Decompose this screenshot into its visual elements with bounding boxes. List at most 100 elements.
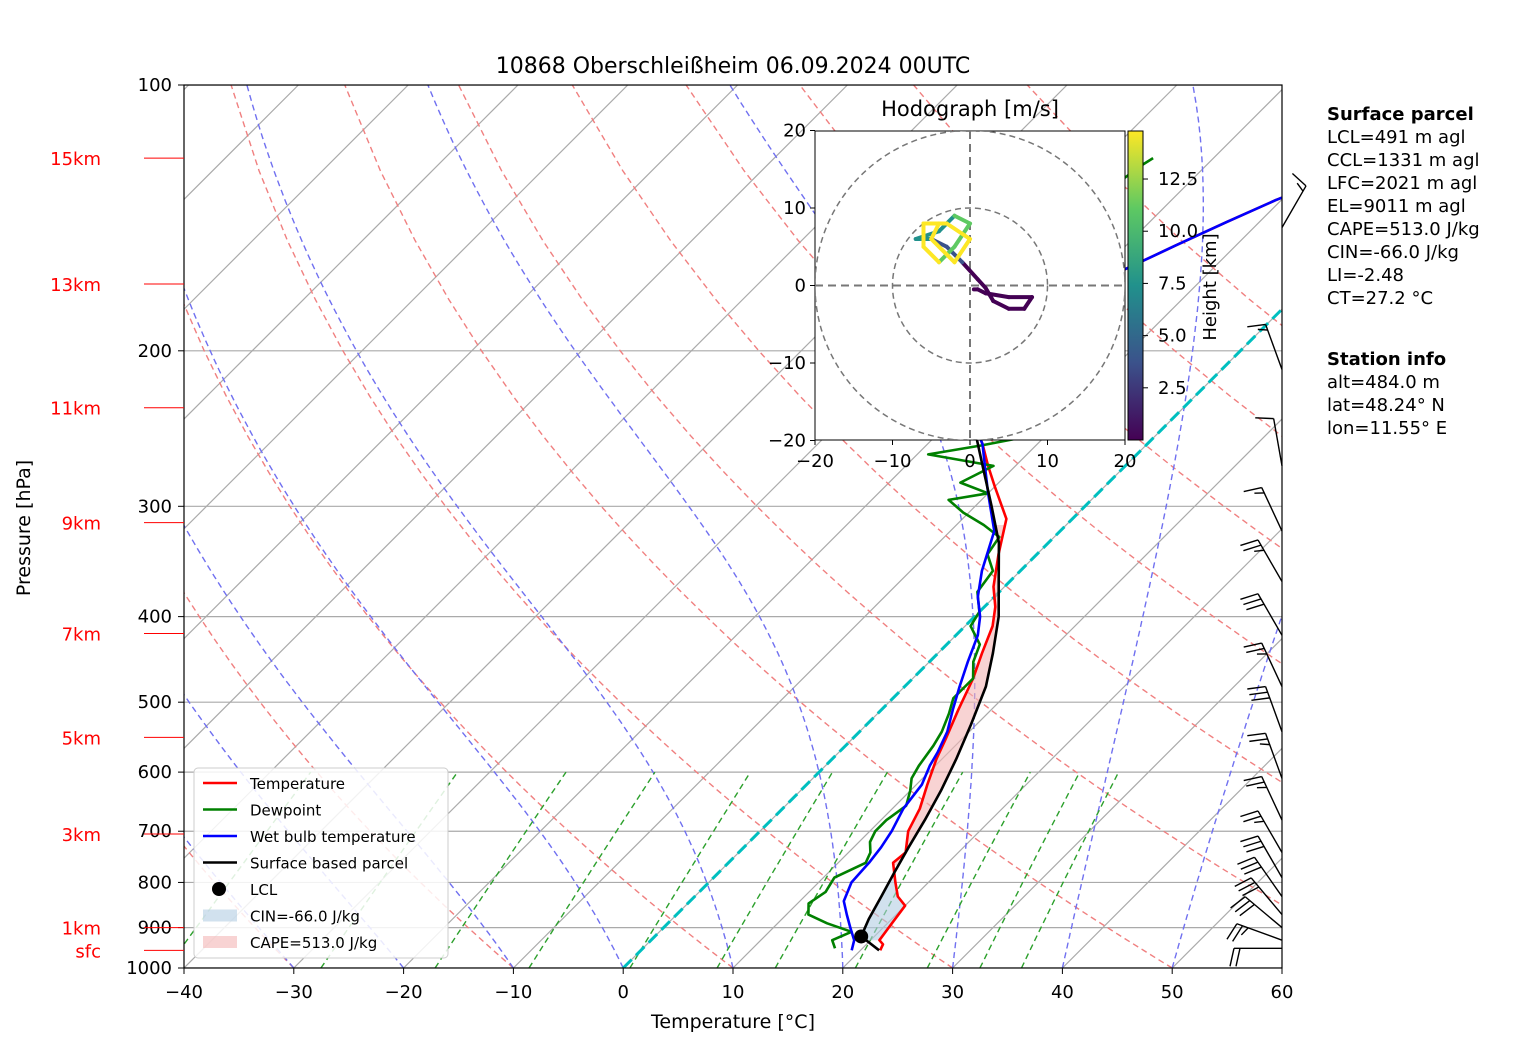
moist-adiabat-line — [184, 524, 514, 968]
dry-adiabat-line — [457, 85, 1282, 906]
wind-barb-flag — [1249, 691, 1268, 696]
legend-swatch — [203, 909, 237, 922]
wind-barb-staff — [1257, 810, 1283, 853]
hodograph-x-tick-label: 20 — [1114, 451, 1137, 472]
wind-barb-staff — [1272, 418, 1283, 467]
cape-cin-fill — [861, 525, 1006, 941]
mixing-ratio-line — [528, 771, 656, 968]
cin-area — [861, 867, 906, 941]
wind-barb-flag — [1247, 323, 1266, 328]
surface-parcel-header: Surface parcel — [1327, 104, 1474, 125]
wind-barb — [1234, 877, 1283, 916]
legend-label: Wet bulb temperature — [250, 828, 416, 846]
parcel-ccl: CCL=1331 m agl — [1327, 150, 1480, 171]
wind-barb-flag — [1249, 738, 1268, 743]
wind-barb-staff — [1257, 835, 1283, 878]
y-tick-label: 400 — [138, 607, 172, 628]
moist-adiabat-line — [1061, 85, 1204, 968]
parcel-cape: CAPE=513.0 J/kg — [1327, 219, 1480, 240]
wind-barb-flag — [1247, 685, 1266, 690]
colorbar-tick-label: 7.5 — [1158, 273, 1187, 294]
isotherm-line — [184, 85, 409, 311]
wind-barb-staff — [1236, 923, 1283, 941]
wind-barb-flag — [1243, 775, 1262, 782]
x-tick-label: −20 — [385, 982, 423, 1003]
wind-barb-flag — [1246, 781, 1265, 787]
wind-barb — [1255, 417, 1283, 467]
surface-parcel-panel: Surface parcel LCL=491 m agl CCL=1331 m … — [1327, 103, 1480, 310]
hodograph-trace-segment — [921, 244, 941, 265]
wind-barb-staff — [1281, 185, 1307, 228]
isotherm-line — [1061, 747, 1282, 968]
parcel-cin: CIN=-66.0 J/kg — [1327, 242, 1459, 263]
hodograph-y-tick-label: −10 — [768, 353, 806, 374]
wind-barb-flag — [1235, 948, 1241, 967]
hodograph-trace-segment — [952, 213, 972, 226]
hodograph-x-tick-label: −10 — [874, 451, 912, 472]
height-marker-label: 11km — [50, 399, 101, 420]
height-marker-label: 9km — [62, 514, 101, 535]
hodograph-trace-segment — [1022, 295, 1034, 311]
wind-barb-staff — [1264, 686, 1283, 732]
wind-barb-staff — [1253, 856, 1283, 897]
wind-barb-staff — [1250, 877, 1283, 916]
legend-swatch — [203, 936, 237, 948]
legend-label: Temperature — [249, 775, 345, 793]
legend-label: Surface based parcel — [250, 855, 408, 873]
wind-barb-flag — [1243, 544, 1262, 552]
hodograph-ring — [891, 207, 1049, 364]
moist-adiabat-line — [427, 85, 844, 968]
wind-barb-flag — [1243, 840, 1262, 848]
wind-barb — [1230, 896, 1283, 929]
wind-barb-flag — [1246, 647, 1265, 654]
hodograph-y-tick-label: 0 — [795, 276, 806, 297]
colorbar-label: Height [km] — [1200, 233, 1221, 340]
y-tick-label: 100 — [138, 75, 172, 96]
parcel-lcl: LCL=491 m agl — [1327, 127, 1466, 148]
station-alt: alt=484.0 m — [1327, 372, 1440, 393]
hodograph-x-tick-label: 0 — [964, 451, 975, 472]
x-axis-label: Temperature [°C] — [650, 1011, 815, 1033]
wind-barb — [1281, 172, 1307, 228]
chart-title: 10868 Oberschleißheim 06.09.2024 00UTC — [496, 54, 971, 79]
y-axis-label: Pressure [hPa] — [13, 460, 35, 596]
wind-barb — [1247, 323, 1283, 370]
y-tick-label: 600 — [138, 762, 172, 783]
mixing-ratio-line — [629, 771, 751, 968]
dry-adiabat-line — [230, 85, 953, 968]
y-tick-label: 300 — [138, 496, 172, 517]
wind-barb — [1240, 539, 1283, 582]
y-tick-label: 700 — [138, 821, 172, 842]
wind-barb — [1243, 642, 1283, 687]
x-tick-label: 10 — [722, 982, 745, 1003]
dry-adiabat-line — [184, 302, 734, 968]
wind-barb-flag — [1230, 896, 1246, 909]
legend: Temperature Dewpoint Wet bulb temperature S… — [193, 767, 449, 959]
wind-barb — [1240, 810, 1283, 853]
isotherm-line — [842, 527, 1282, 968]
station-info-header: Station info — [1327, 349, 1447, 370]
legend-label: CAPE=513.0 J/kg — [250, 934, 377, 952]
wind-barb — [1247, 732, 1283, 779]
hodograph-trace-segment — [929, 221, 941, 241]
wind-barb-flag — [1251, 697, 1270, 701]
wind-barb — [1226, 923, 1283, 942]
isotherm-line — [184, 85, 848, 750]
isotherm-line — [184, 85, 629, 530]
wind-barb-flag — [1254, 549, 1265, 553]
mixing-ratio-line — [774, 771, 889, 968]
legend-label: Dewpoint — [250, 802, 321, 820]
colorbar-tick-label: 12.5 — [1158, 169, 1198, 190]
wind-barb-flag — [1237, 856, 1255, 865]
hodograph-trace-segment — [991, 299, 1011, 311]
moist-adiabat-line — [246, 85, 734, 968]
legend-label: LCL — [250, 881, 278, 899]
wind-barb — [1243, 775, 1283, 821]
wind-barb — [1247, 685, 1283, 732]
wind-barb-flag — [1296, 182, 1304, 192]
hodograph-trace-segment — [929, 237, 957, 265]
legend-swatch — [212, 882, 226, 896]
colorbar — [1127, 130, 1144, 441]
wind-barb-flag — [1254, 820, 1265, 824]
